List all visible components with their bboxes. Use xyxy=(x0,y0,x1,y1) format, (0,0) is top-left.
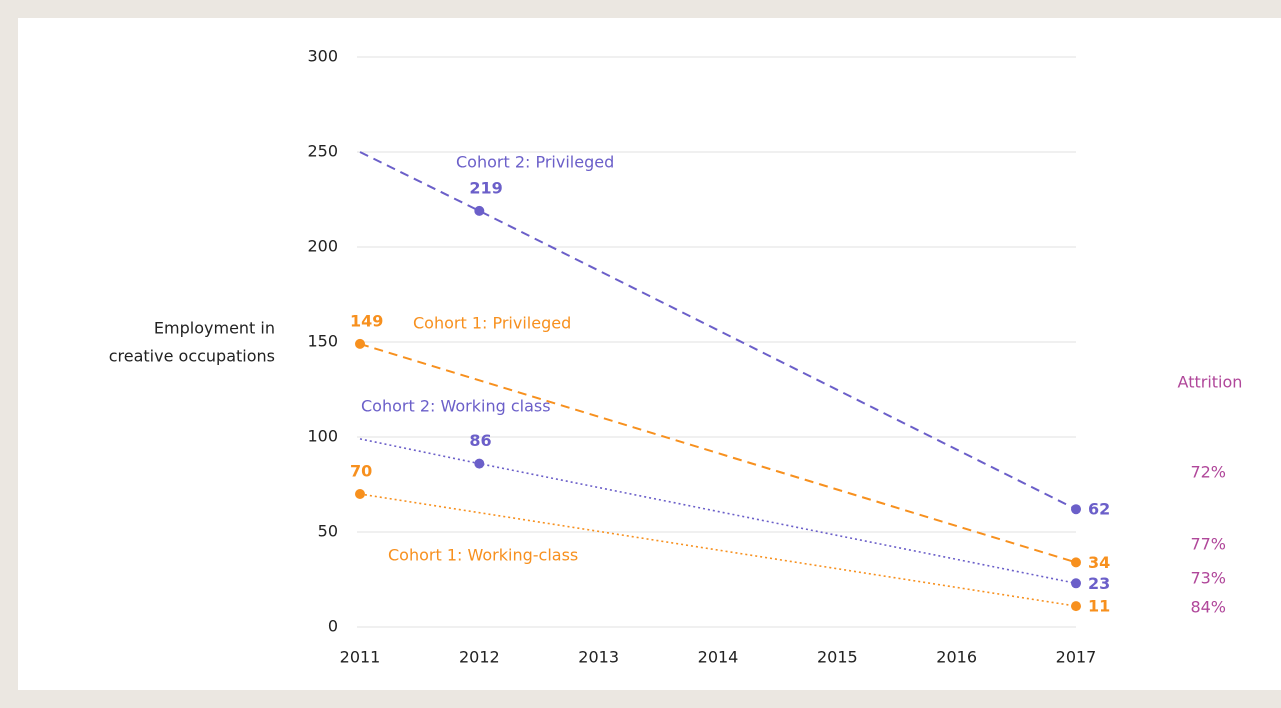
data-label: 34 xyxy=(1088,553,1110,572)
series-line xyxy=(359,151,1077,511)
attrition-label: 84% xyxy=(1190,598,1226,617)
series-label: Cohort 2: Working class xyxy=(361,397,551,416)
x-tick-label: 2011 xyxy=(340,648,381,667)
data-label: 11 xyxy=(1088,597,1110,616)
y-tick-label: 50 xyxy=(318,522,338,541)
attrition-label: 72% xyxy=(1190,463,1226,482)
x-tick-label: 2012 xyxy=(459,648,500,667)
data-point xyxy=(1071,601,1081,612)
series-line xyxy=(359,493,1077,607)
data-label: 86 xyxy=(469,431,491,450)
y-tick-label: 250 xyxy=(307,142,338,161)
card xyxy=(18,18,1281,690)
data-point xyxy=(474,205,485,216)
data-point xyxy=(1071,557,1081,568)
x-tick-label: 2013 xyxy=(578,648,619,667)
series-label: Cohort 1: Working-class xyxy=(388,546,578,565)
x-tick-label: 2017 xyxy=(1056,648,1097,667)
data-label: 62 xyxy=(1088,500,1110,519)
data-label: 70 xyxy=(350,462,372,481)
attrition-title: Attrition xyxy=(1178,373,1243,392)
series-label: Cohort 2: Privileged xyxy=(456,153,614,172)
data-point xyxy=(474,458,485,469)
series-label: Cohort 1: Privileged xyxy=(413,314,571,333)
data-label: 149 xyxy=(350,311,383,330)
data-label: 219 xyxy=(469,178,502,197)
y-axis-label: Employment in xyxy=(154,319,275,338)
data-label: 23 xyxy=(1088,574,1110,593)
data-point xyxy=(355,338,365,349)
x-tick-label: 2015 xyxy=(817,648,858,667)
data-point xyxy=(1071,578,1081,589)
x-tick-label: 2016 xyxy=(936,648,977,667)
data-point xyxy=(355,489,365,499)
y-tick-label: 100 xyxy=(307,427,338,446)
y-tick-label: 300 xyxy=(307,47,338,66)
attrition-label: 77% xyxy=(1190,535,1226,554)
y-tick-label: 150 xyxy=(307,332,338,351)
data-point xyxy=(1071,504,1081,515)
y-tick-label: 200 xyxy=(307,237,338,256)
attrition-label: 73% xyxy=(1190,569,1226,588)
y-tick-label: 0 xyxy=(328,617,338,636)
series-line xyxy=(359,342,1077,564)
y-axis-label: creative occupations xyxy=(109,347,275,366)
x-tick-label: 2014 xyxy=(698,648,739,667)
